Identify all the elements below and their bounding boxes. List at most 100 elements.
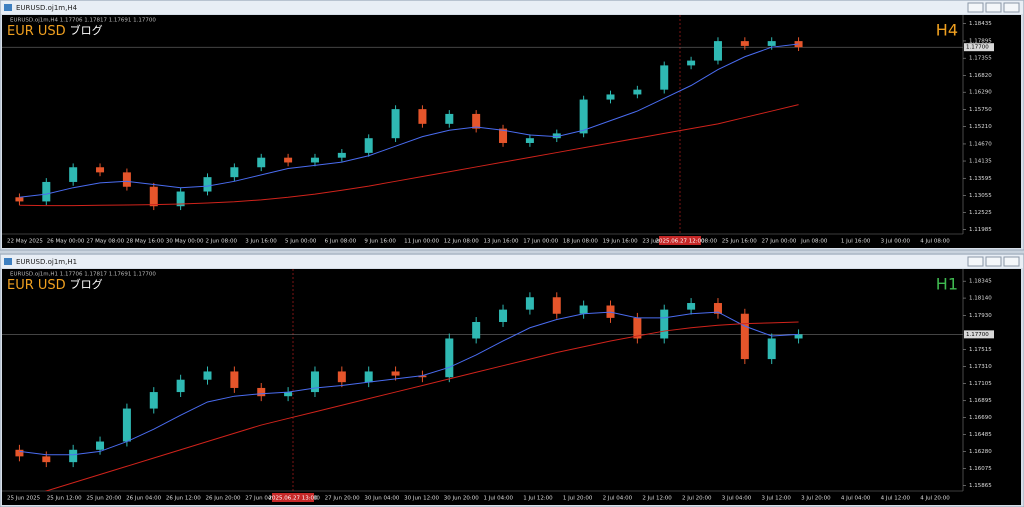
candle-body bbox=[15, 197, 24, 202]
candle-body bbox=[660, 65, 669, 90]
candle-body bbox=[552, 133, 561, 139]
current-price-label: 1.17700 bbox=[966, 45, 989, 51]
candle-body bbox=[176, 191, 185, 207]
x-tick-label: 18 Jun 08:00 bbox=[563, 239, 598, 245]
maximize-button[interactable] bbox=[985, 2, 1002, 13]
candle-body bbox=[203, 177, 212, 192]
candle-body bbox=[391, 371, 400, 376]
y-tick-label: 1.16075 bbox=[969, 466, 992, 472]
x-tick-label: 6 Jun 08:00 bbox=[325, 239, 357, 245]
x-tick-label: 25 Jun 16:00 bbox=[722, 239, 757, 245]
moving-average bbox=[44, 321, 799, 491]
info-text: EURUSD.oj1m,H4 1.17706 1.17817 1.17691 1… bbox=[10, 18, 156, 24]
x-tick-label: 1 Jul 16:00 bbox=[841, 239, 871, 245]
x-tick-label: 3 Jul 12:00 bbox=[761, 496, 791, 502]
x-tick-label: 4 Jul 12:00 bbox=[881, 496, 911, 502]
candle-body bbox=[284, 157, 293, 163]
x-tick-label: 26 May 00:00 bbox=[47, 239, 85, 245]
candle-body bbox=[633, 89, 642, 95]
x-tick-label: 1 Jul 12:00 bbox=[523, 496, 553, 502]
candle-body bbox=[149, 392, 158, 409]
x-tick-label: 2 Jul 20:00 bbox=[682, 496, 712, 502]
x-tick-label: 3 Jun 16:00 bbox=[245, 239, 277, 245]
candle-body bbox=[472, 321, 481, 339]
candle-body bbox=[96, 167, 105, 173]
plot bbox=[2, 269, 963, 491]
candle-body bbox=[42, 456, 51, 463]
candle-body bbox=[525, 297, 534, 310]
y-tick-label: 1.18435 bbox=[969, 21, 992, 27]
y-tick-label: 1.16690 bbox=[969, 415, 992, 421]
x-tick-label: 26 Jun 20:00 bbox=[206, 496, 241, 502]
title-bar bbox=[1, 255, 1023, 268]
close-button[interactable] bbox=[1003, 2, 1020, 13]
y-tick-label: 1.17105 bbox=[969, 381, 992, 387]
candle-body bbox=[310, 371, 319, 393]
x-tick-label: 27 Jun 04:00 bbox=[245, 496, 280, 502]
y-tick-label: 1.17515 bbox=[969, 347, 992, 353]
window-icon bbox=[4, 4, 12, 11]
candle-body bbox=[284, 392, 293, 397]
x-tick-label: 22 May 2025 bbox=[7, 239, 43, 245]
moving-average bbox=[19, 43, 799, 198]
candle-body bbox=[552, 297, 561, 314]
candle-body bbox=[767, 41, 776, 46]
candle-body bbox=[445, 113, 454, 124]
y-tick-label: 1.17895 bbox=[969, 38, 992, 44]
y-tick-label: 1.15865 bbox=[969, 483, 992, 489]
y-tick-label: 1.11985 bbox=[969, 227, 992, 233]
x-tick-label: 1 Jul 20:00 bbox=[563, 496, 593, 502]
crosshair-label-box bbox=[659, 236, 701, 245]
x-tick-label: 12 Jun 08:00 bbox=[444, 239, 479, 245]
brand: EUR USD bbox=[7, 24, 66, 39]
candle-body bbox=[337, 371, 346, 383]
window-icon bbox=[4, 258, 12, 265]
timeframe-label: H1 bbox=[936, 275, 958, 294]
x-tick-label: 2 Jul 12:00 bbox=[642, 496, 672, 502]
candle-body bbox=[122, 408, 131, 442]
x-tick-label: 28 May 16:00 bbox=[126, 239, 164, 245]
x-tick-label: 3 Jul 04:00 bbox=[722, 496, 752, 502]
window-title: EURUSD.oj1m,H4 bbox=[16, 4, 78, 12]
candle-body bbox=[579, 305, 588, 314]
chart-window: EURUSD.oj1m,H4 EURUSD.oj1m,H4 1.17706 1.1… bbox=[0, 0, 1024, 251]
candle-body bbox=[687, 303, 696, 310]
candle-body bbox=[230, 167, 239, 178]
candle-body bbox=[364, 138, 373, 153]
y-tick-label: 1.17310 bbox=[969, 364, 992, 370]
minimize-button[interactable] bbox=[967, 256, 984, 267]
brand-label: EUR USD ブログ bbox=[7, 277, 103, 293]
x-tick-label: 4 Jul 04:00 bbox=[841, 496, 871, 502]
x-tick-label: 5 Jun 00:00 bbox=[285, 239, 317, 245]
y-tick-label: 1.16290 bbox=[969, 90, 992, 96]
x-tick-label: 27 May 08:00 bbox=[86, 239, 124, 245]
candle-body bbox=[42, 181, 51, 202]
candle-body bbox=[364, 371, 373, 383]
x-tick-label: 3 Jul 20:00 bbox=[801, 496, 831, 502]
x-tick-label: 19 Jun 16:00 bbox=[603, 239, 638, 245]
current-price-label: 1.17700 bbox=[966, 332, 989, 338]
timeframe-label: H4 bbox=[936, 21, 958, 40]
current-price-box bbox=[964, 330, 994, 339]
x-tick-label: 2 Jul 04:00 bbox=[603, 496, 633, 502]
y-tick-label: 1.16280 bbox=[969, 449, 992, 455]
x-tick-label: 30 Jun 04:00 bbox=[364, 496, 399, 502]
x-tick-label: 30 Jun 20:00 bbox=[444, 496, 479, 502]
maximize-button[interactable] bbox=[985, 256, 1002, 267]
candle-body bbox=[713, 303, 722, 314]
x-tick-label: 26 Jun 04:00 bbox=[126, 496, 161, 502]
candle-body bbox=[740, 41, 749, 46]
candle-body bbox=[794, 334, 803, 339]
crosshair-label-box bbox=[272, 493, 314, 502]
minimize-button[interactable] bbox=[967, 2, 984, 13]
candle-body bbox=[257, 387, 266, 397]
y-tick-label: 1.14670 bbox=[969, 141, 992, 147]
x-tick-label: 9 Jun 16:00 bbox=[364, 239, 396, 245]
close-button[interactable] bbox=[1003, 256, 1020, 267]
y-tick-label: 1.15210 bbox=[969, 124, 992, 130]
candle-body bbox=[499, 128, 508, 143]
y-tick-label: 1.14135 bbox=[969, 159, 992, 165]
y-tick-label: 1.15750 bbox=[969, 107, 992, 113]
